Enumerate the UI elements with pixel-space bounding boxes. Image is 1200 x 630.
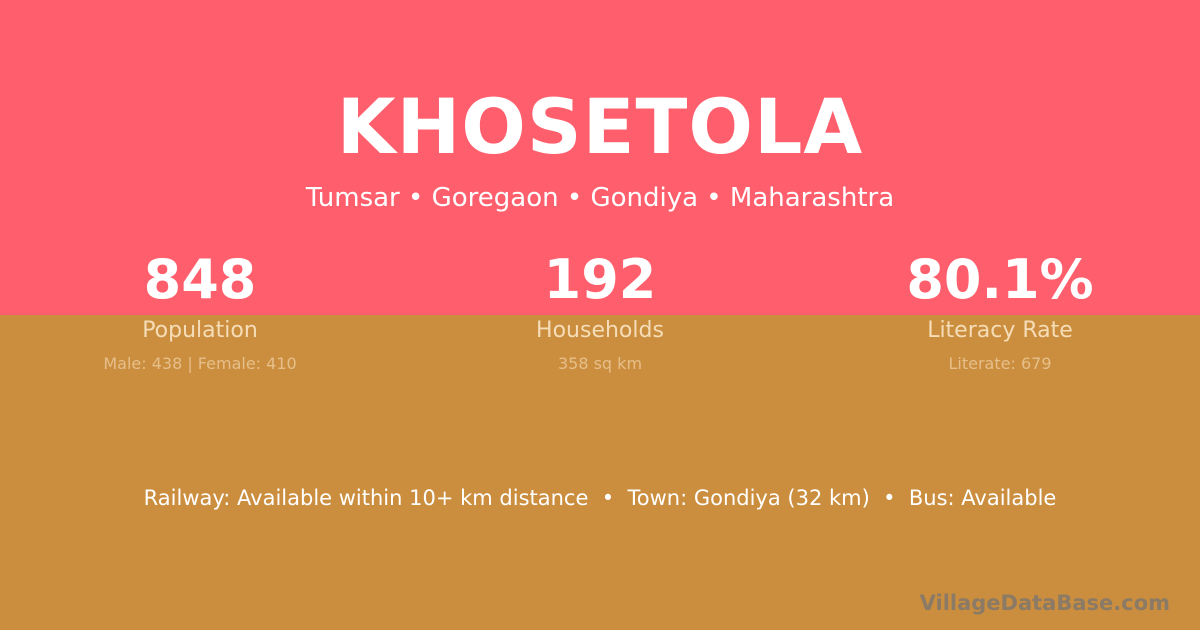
stat-label: Literacy Rate <box>927 318 1073 343</box>
stat-detail: Literate: 679 <box>948 354 1052 373</box>
stat-value: 80.1% <box>906 248 1094 311</box>
stat-population: 848 Population Male: 438 | Female: 410 <box>0 248 400 374</box>
stat-label: Households <box>536 318 664 343</box>
watermark-logo: VillageDataBase.com <box>919 591 1170 615</box>
village-location: Tumsar • Goregaon • Gondiya • Maharashtr… <box>305 183 895 213</box>
header-band <box>0 0 1200 315</box>
transport-info: Railway: Available within 10+ km distanc… <box>143 486 1057 510</box>
stat-detail: 358 sq km <box>557 354 643 373</box>
stat-label: Population <box>142 318 258 343</box>
stat-value: 848 <box>143 248 257 311</box>
stat-literacy: 80.1% Literacy Rate Literate: 679 <box>800 248 1200 374</box>
stat-households: 192 Households 358 sq km <box>400 248 800 374</box>
stat-detail: Male: 438 | Female: 410 <box>103 354 297 373</box>
village-name: KHOSETOLA <box>336 82 864 171</box>
stat-value: 192 <box>543 248 657 311</box>
